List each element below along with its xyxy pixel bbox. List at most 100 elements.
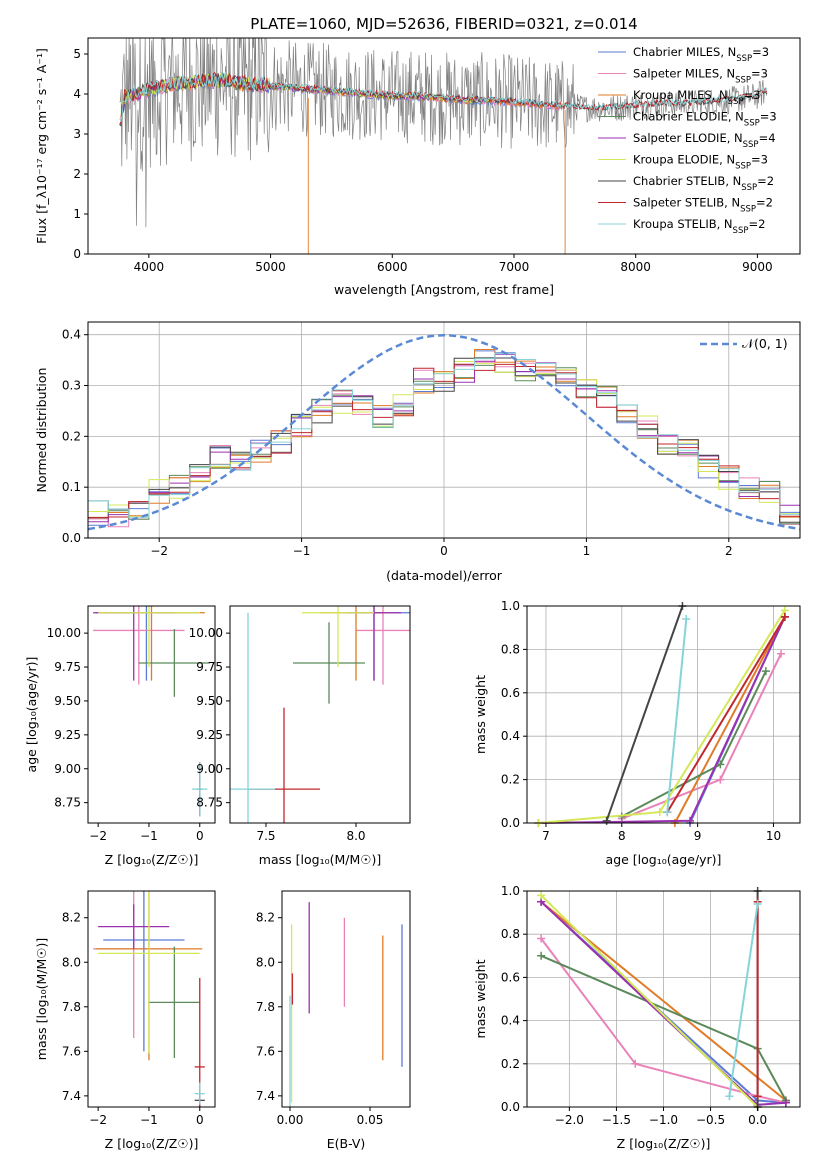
x-axis-label: Z [log₁₀(Z/Z☉)] bbox=[105, 852, 199, 867]
y-tick-label: 1 bbox=[73, 207, 81, 221]
axes-frame bbox=[87, 890, 216, 1108]
axes-frame bbox=[87, 37, 801, 255]
data-point-salpeter-miles bbox=[537, 934, 546, 943]
errorbars bbox=[93, 606, 210, 817]
x-tick-label: 7 bbox=[542, 829, 550, 843]
y-tick-label: 9.00 bbox=[196, 762, 223, 776]
legend-label: Chabrier STELIB, NSSP=2 bbox=[633, 174, 774, 193]
series-line-chabrier-stelib bbox=[605, 605, 684, 822]
data-point-salpeter-elodie bbox=[781, 1098, 790, 1107]
y-tick-label: 7.4 bbox=[62, 1089, 81, 1103]
x-tick-label: −1 bbox=[140, 1113, 158, 1127]
series-line-kroupa-stelib bbox=[728, 903, 759, 1097]
y-tick-label: 7.8 bbox=[62, 1000, 81, 1014]
y-tick-label: 10.00 bbox=[47, 626, 81, 640]
x-tick-label: 0 bbox=[196, 1113, 204, 1127]
y-tick-label: 1.0 bbox=[501, 884, 520, 898]
x-tick-label: 7.5 bbox=[256, 829, 275, 843]
x-axis-label: Z [log₁₀(Z/Z☉)] bbox=[105, 1136, 199, 1151]
data-point-kroupa-elodie bbox=[537, 891, 546, 900]
y-tick-label: 1.0 bbox=[501, 599, 520, 613]
y-tick-label: 10.00 bbox=[189, 626, 223, 640]
y-tick-label: 2 bbox=[73, 167, 81, 181]
data-point-kroupa-stelib bbox=[682, 615, 691, 624]
y-tick-label: 9.75 bbox=[54, 660, 81, 674]
x-tick-label: −2 bbox=[89, 829, 107, 843]
model-spectrum-kroupa-stelib bbox=[119, 71, 768, 122]
y-tick-label: 9.25 bbox=[54, 728, 81, 742]
y-tick-label: 9.00 bbox=[54, 762, 81, 776]
series-line-kroupa-miles bbox=[674, 616, 786, 824]
panel-3: −2 −1 0 8.75 9.00 9.25 9.50 9.75 10.00 Z [log₁₀(Z… bbox=[24, 605, 216, 867]
series-line-salpeter-stelib bbox=[666, 616, 786, 813]
x-tick-label: −2 bbox=[150, 544, 168, 558]
y-tick-label: 0.3 bbox=[62, 379, 81, 393]
panel-8: −2.0 −1.5 −1.0 −0.5 0.0 0.0 0.2 0.4 0.6 0.8 1.0 Z [… bbox=[473, 884, 801, 1151]
x-axis-label: (data-model)/error bbox=[386, 568, 503, 583]
x-axis-label: Z [log₁₀(Z/Z☉)] bbox=[617, 1136, 711, 1151]
histograms bbox=[88, 333, 800, 538]
series-line-kroupa-elodie bbox=[540, 894, 759, 1108]
y-tick-label: 8.0 bbox=[256, 955, 275, 969]
axes-frame bbox=[229, 605, 411, 824]
legend-label: 𝒩(0, 1) bbox=[742, 336, 788, 351]
x-tick-label: 8000 bbox=[620, 260, 651, 274]
data-point-salpeter-stelib bbox=[753, 1092, 762, 1101]
x-tick-label: 0 bbox=[440, 544, 448, 558]
series-line-kroupa-stelib bbox=[666, 618, 688, 813]
y-tick-label: 0.0 bbox=[501, 816, 520, 830]
y-axis-label: age [log₁₀(age/yr)] bbox=[24, 657, 39, 773]
data-point-chabrier-elodie bbox=[716, 760, 725, 769]
y-tick-label: 3 bbox=[73, 127, 81, 141]
x-axis-label: age [log₁₀(age/yr)] bbox=[606, 852, 722, 867]
legend-label: Kroupa MILES, NSSP=3 bbox=[633, 88, 760, 107]
errorbars bbox=[289, 902, 403, 1107]
y-tick-label: 0.8 bbox=[501, 927, 520, 941]
panel-7: 0.00 0.05 7.4 7.6 7.8 8.0 8.2 E(B-V) bbox=[256, 890, 411, 1151]
histogram-kroupa-stelib bbox=[88, 352, 800, 538]
y-tick-label: 0.0 bbox=[62, 531, 81, 545]
panel-2: 𝒩(0, 1) −2 −1 0 1 2 0.0 0.1 0.2 0.3 0.4 (data-model… bbox=[34, 321, 801, 583]
x-tick-label: −2 bbox=[89, 1113, 107, 1127]
y-tick-label: 9.25 bbox=[196, 728, 223, 742]
x-tick-label: 0 bbox=[196, 829, 204, 843]
y-tick-label: 7.6 bbox=[256, 1044, 275, 1058]
x-tick-label: 2 bbox=[725, 544, 733, 558]
legend-label: Chabrier MILES, NSSP=3 bbox=[633, 45, 769, 64]
y-tick-label: 0.6 bbox=[501, 970, 520, 984]
panel-1: Chabrier MILES, NSSP=3 Salpeter MILES, NS… bbox=[34, 37, 801, 297]
axes-frame bbox=[526, 605, 801, 824]
x-tick-label: 5000 bbox=[255, 260, 286, 274]
y-tick-label: 0.1 bbox=[62, 480, 81, 494]
x-tick-label: 9000 bbox=[742, 260, 773, 274]
x-tick-label: 0.00 bbox=[277, 1113, 304, 1127]
y-tick-label: 0.2 bbox=[501, 1057, 520, 1071]
axes-frame bbox=[281, 890, 411, 1108]
y-tick-label: 0.0 bbox=[501, 1100, 520, 1114]
y-tick-label: 0.4 bbox=[62, 328, 81, 342]
y-tick-label: 0 bbox=[73, 247, 81, 261]
data-point-salpeter-stelib bbox=[780, 612, 789, 621]
y-axis-label: mass weight bbox=[473, 675, 488, 754]
data-point-kroupa-elodie bbox=[655, 808, 664, 817]
data-point-kroupa-stelib bbox=[663, 808, 672, 817]
errorbars bbox=[93, 891, 205, 1107]
spectrum-lines bbox=[119, 38, 768, 254]
x-tick-label: −1.0 bbox=[649, 1113, 678, 1127]
y-tick-label: 0.8 bbox=[501, 642, 520, 656]
data-point-salpeter-miles bbox=[777, 649, 786, 658]
y-tick-label: 0.6 bbox=[501, 686, 520, 700]
x-tick-label: −2.0 bbox=[555, 1113, 584, 1127]
data-point-chabrier-elodie bbox=[537, 951, 546, 960]
x-tick-label: 8 bbox=[618, 829, 626, 843]
observed-spectrum bbox=[119, 38, 768, 228]
model-spectrum-chabrier-stelib bbox=[119, 72, 768, 127]
legend-label: Kroupa STELIB, NSSP=2 bbox=[633, 217, 765, 236]
legend-label: Chabrier ELODIE, NSSP=3 bbox=[633, 110, 777, 129]
y-axis-label: mass [log₁₀(M/M☉)] bbox=[34, 938, 49, 1060]
y-tick-label: 8.75 bbox=[54, 796, 81, 810]
x-tick-label: 0.0 bbox=[748, 1113, 767, 1127]
y-axis-label: Normed distribution bbox=[34, 368, 49, 493]
y-tick-label: 5 bbox=[73, 47, 81, 61]
